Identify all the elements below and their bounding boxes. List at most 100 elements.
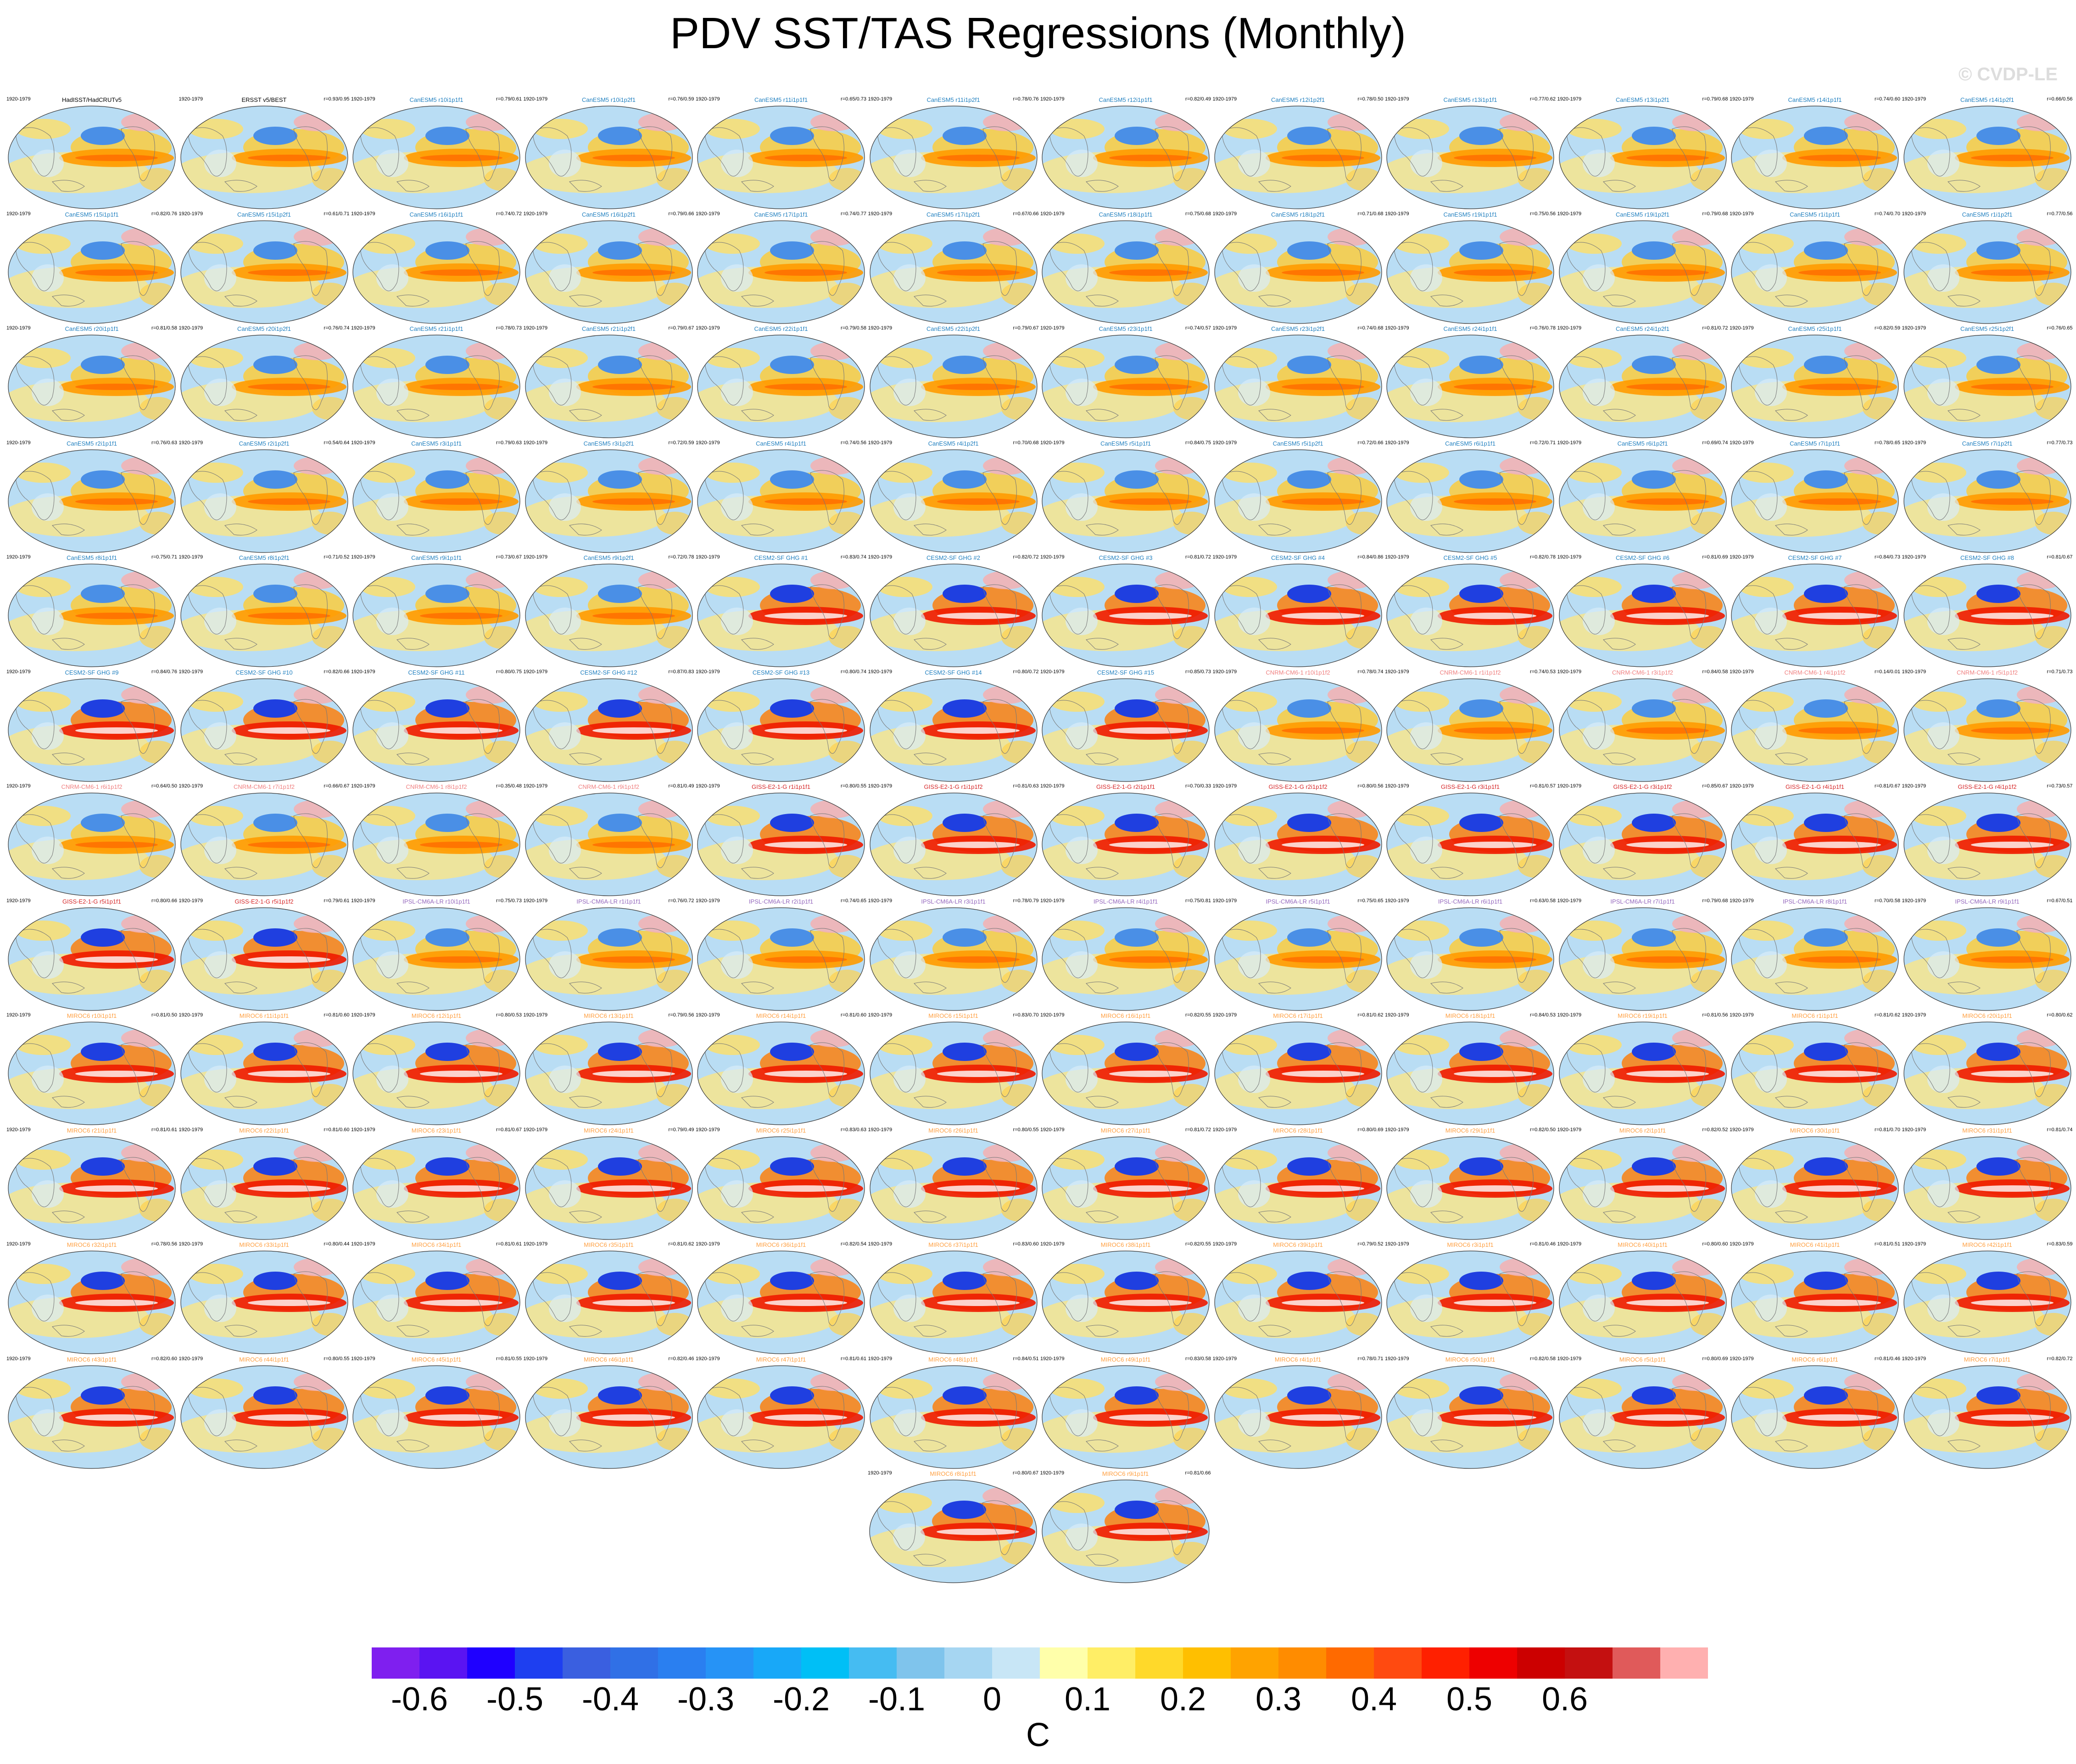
map-panel: 1920-1979 CanESM5 r10i1p2f1 r=0.76/0.59 — [524, 96, 694, 211]
map-panel: 1920-1979 IPSL-CM6A-LR r9i1p1f1 r=0.67/0.5… — [1902, 898, 2073, 1013]
colorbar-tick-label: 0.1 — [1064, 1681, 1111, 1718]
panel-period: 1920-1979 — [523, 96, 548, 102]
panel-title: CanESM5 r14i1p1f1 — [1788, 96, 1842, 103]
panel-title: MIROC6 r37i1p1f1 — [928, 1241, 978, 1248]
map-panel: 1920-1979 IPSL-CM6A-LR r6i1p1f1 r=0.63/0.5… — [1385, 898, 1556, 1013]
regression-map — [869, 564, 1038, 667]
map-panel: 1920-1979 MIROC6 r22i1p1f1 r=0.81/0.60 — [179, 1127, 350, 1242]
panel-correlation: r=0.76/0.72 — [668, 898, 694, 904]
panel-period: 1920-1979 — [868, 440, 893, 446]
panel-period: 1920-1979 — [1385, 440, 1409, 446]
regression-map — [697, 907, 865, 1011]
map-panel: 1920-1979 CanESM5 r13i1p2f1 r=0.79/0.68 — [1557, 96, 1728, 211]
panel-title: CESM2-SF GHG #8 — [1960, 554, 2015, 561]
colorbar-swatch — [706, 1647, 754, 1679]
panel-correlation: r=0.81/0.67 — [1875, 783, 1900, 789]
regression-map — [8, 564, 176, 667]
regression-map — [1731, 335, 1899, 438]
panel-title: CanESM5 r20i1p2f1 — [237, 325, 291, 332]
panel-correlation: r=0.35/0.48 — [496, 783, 522, 789]
map-panel: 1920-1979 CESM2-SF GHG #6 r=0.81/0.69 — [1557, 554, 1728, 669]
panel-period: 1920-1979 — [179, 440, 203, 446]
regression-map — [1558, 106, 1727, 209]
panel-period: 1920-1979 — [1902, 1127, 1926, 1133]
panel-correlation: r=0.81/0.63 — [1013, 783, 1039, 789]
regression-map — [1041, 1479, 1210, 1583]
panel-correlation: r=0.80/0.74 — [841, 669, 866, 675]
panel-correlation: r=0.81/0.72 — [1702, 325, 1728, 331]
panel-title: CanESM5 r21i1p2f1 — [581, 325, 636, 332]
panel-title: IPSL-CM6A-LR r7i1p1f1 — [1610, 898, 1675, 905]
panel-correlation: r=0.81/0.46 — [1875, 1356, 1900, 1362]
regression-map — [1042, 1250, 1210, 1354]
panel-period: 1920-1979 — [696, 1241, 720, 1247]
panel-title: MIROC6 r6i1p1f1 — [1791, 1356, 1838, 1363]
panel-period: 1920-1979 — [1040, 211, 1065, 217]
regression-map — [1731, 1250, 1899, 1354]
panel-correlation: r=0.64/0.50 — [151, 783, 177, 789]
regression-map — [525, 1365, 693, 1469]
panel-title: CanESM5 r7i1p1f1 — [1790, 440, 1840, 447]
panel-correlation: r=0.66/0.67 — [324, 783, 350, 789]
panel-period: 1920-1979 — [868, 1241, 893, 1247]
panel-period: 1920-1979 — [1385, 783, 1409, 789]
map-panel: 1920-1979 MIROC6 r11i1p1f1 r=0.81/0.60 — [179, 1012, 350, 1127]
panel-correlation: r=0.81/0.66 — [1185, 1470, 1211, 1476]
regression-map — [869, 793, 1038, 896]
panel-title: MIROC6 r5i1p1f1 — [1619, 1356, 1666, 1363]
panel-title: CESM2-SF GHG #4 — [1271, 554, 1325, 561]
panel-period: 1920-1979 — [1212, 211, 1237, 217]
map-panel: 1920-1979 CanESM5 r6i1p1f1 r=0.72/0.71 — [1385, 440, 1556, 555]
panel-period: 1920-1979 — [6, 325, 31, 331]
panel-correlation: r=0.72/0.71 — [1530, 440, 1556, 446]
panel-period: 1920-1979 — [868, 211, 893, 217]
page-title: PDV SST/TAS Regressions (Monthly) — [670, 9, 1406, 58]
panel-period: 1920-1979 — [351, 96, 375, 102]
map-panel: 1920-1979 MIROC6 r37i1p1f1 r=0.83/0.60 — [868, 1241, 1039, 1356]
regression-map — [180, 1365, 348, 1469]
regression-map — [1903, 1250, 2071, 1354]
panel-period: 1920-1979 — [1040, 898, 1065, 904]
panel-correlation: r=0.74/0.72 — [496, 211, 522, 217]
panel-correlation: r=0.54/0.64 — [324, 440, 350, 446]
panel-period: 1920-1979 — [6, 96, 31, 102]
regression-map — [1903, 564, 2071, 667]
panel-title: CanESM5 r18i1p2f1 — [1271, 211, 1325, 218]
panel-correlation: r=0.76/0.59 — [668, 96, 694, 102]
panel-title: CESM2-SF GHG #10 — [235, 669, 293, 676]
panel-correlation: r=0.83/0.60 — [1013, 1241, 1039, 1247]
regression-map — [8, 1022, 176, 1125]
panel-correlation: r=0.82/0.55 — [1185, 1241, 1211, 1247]
panel-period: 1920-1979 — [1212, 1356, 1237, 1362]
map-panel: 1920-1979 MIROC6 r21i1p1f1 r=0.81/0.61 — [6, 1127, 177, 1242]
panel-title: CanESM5 r3i1p2f1 — [583, 440, 634, 447]
panel-title: CNRM-CM6-1 r1i1p1f2 — [1440, 669, 1501, 676]
panel-title: CanESM5 r18i1p1f1 — [1099, 211, 1153, 218]
panel-period: 1920-1979 — [523, 783, 548, 789]
panel-correlation: r=0.81/0.55 — [496, 1356, 522, 1362]
map-panel: 1920-1979 MIROC6 r27i1p1f1 r=0.81/0.72 — [1040, 1127, 1211, 1242]
panel-period: 1920-1979 — [1385, 1241, 1409, 1247]
panel-correlation: r=0.66/0.56 — [2047, 96, 2073, 102]
map-panel: 1920-1979 CanESM5 r19i1p2f1 r=0.79/0.68 — [1557, 211, 1728, 326]
map-panel: 1920-1979 CanESM5 r18i1p1f1 r=0.75/0.68 — [1040, 211, 1211, 326]
map-panel: 1920-1979 CESM2-SF GHG #7 r=0.84/0.73 — [1730, 554, 1900, 669]
panel-correlation: r=0.78/0.65 — [1875, 440, 1900, 446]
map-panel: 1920-1979 CanESM5 r5i1p2f1 r=0.72/0.66 — [1213, 440, 1384, 555]
map-panel: 1920-1979 MIROC6 r41i1p1f1 r=0.81/0.51 — [1730, 1241, 1900, 1356]
colorbar-tick-label: 0.2 — [1160, 1681, 1206, 1718]
panel-period: 1920-1979 — [6, 1127, 31, 1133]
panel-correlation: r=0.83/0.70 — [1013, 1012, 1039, 1018]
panel-period: 1920-1979 — [1212, 1241, 1237, 1247]
regression-map — [1731, 907, 1899, 1011]
map-panel: 1920-1979 MIROC6 r46i1p1f1 r=0.82/0.46 — [524, 1356, 694, 1471]
map-panel: 1920-1979 CNRM-CM6-1 r6i1p1f2 r=0.64/0.50 — [6, 783, 177, 898]
map-panel: 1920-1979 MIROC6 r10i1p1f1 r=0.81/0.50 — [6, 1012, 177, 1127]
panel-correlation: r=0.80/0.55 — [841, 783, 866, 789]
map-panel: 1920-1979 GISS-E2-1-G r2i1p1f2 r=0.80/0.56 — [1213, 783, 1384, 898]
panel-title: MIROC6 r9i1p1f1 — [1102, 1470, 1149, 1477]
panel-period: 1920-1979 — [1902, 1356, 1926, 1362]
panel-correlation: r=0.80/0.56 — [1357, 783, 1384, 789]
map-panel: 1920-1979 CanESM5 r21i1p2f1 r=0.79/0.67 — [524, 325, 694, 440]
panel-title: CanESM5 r22i1p1f1 — [754, 325, 808, 332]
